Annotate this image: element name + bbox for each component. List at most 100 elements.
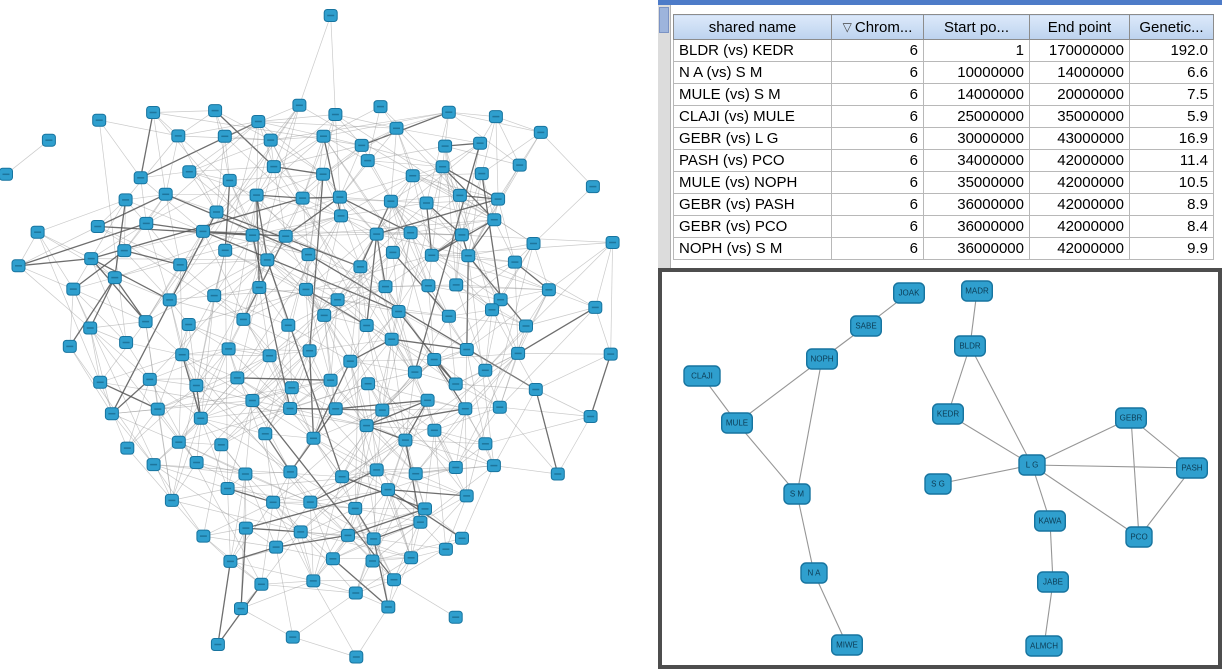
column-header-shared-name[interactable]: shared name [673,14,832,40]
table-cell[interactable]: 30000000 [923,127,1030,150]
network-node-joak[interactable]: JOAK [892,282,925,304]
table-cell[interactable]: 42000000 [1029,215,1130,238]
table-cell[interactable]: 192.0 [1129,39,1214,62]
table-cell[interactable]: 5.9 [1129,105,1214,128]
network-node-miwe[interactable]: MIWE [830,634,863,656]
network-edge[interactable] [1031,464,1140,538]
table-cell[interactable]: 10.5 [1129,171,1214,194]
column-header-genetic[interactable]: Genetic... [1129,14,1214,40]
table-cell[interactable]: 43000000 [1029,127,1130,150]
table-cell[interactable]: 36000000 [923,193,1030,216]
table-row[interactable]: GEBR (vs) L G 6 30000000 43000000 16.9 [673,127,1214,150]
table-cell[interactable]: 6 [831,215,924,238]
table-cell[interactable]: 6 [831,237,924,260]
table-cell[interactable]: MULE (vs) S M [673,83,832,106]
table-cell[interactable]: MULE (vs) NOPH [673,171,832,194]
table-scrollbar-thumb[interactable] [659,7,669,33]
table-row[interactable]: GEBR (vs) PASH 6 36000000 42000000 8.9 [673,193,1214,216]
table-cell[interactable]: 42000000 [1029,149,1130,172]
subnetwork-panel[interactable]: JOAK MADR SABE BLDR NOPH CLAJI MULE KEDR GEBR L G… [658,268,1222,669]
network-node-s-g[interactable]: S G [924,473,952,495]
network-node-claji[interactable]: CLAJI [683,365,721,387]
table-cell[interactable]: 9.9 [1129,237,1214,260]
table-cell[interactable]: 36000000 [923,215,1030,238]
table-cell[interactable]: 42000000 [1029,237,1130,260]
network-edge[interactable] [947,345,971,415]
network-edge[interactable] [1031,464,1193,469]
table-cell[interactable]: 16.9 [1129,127,1214,150]
table-cell[interactable]: 36000000 [923,237,1030,260]
network-edge[interactable] [1130,417,1140,538]
table-cell[interactable]: CLAJI (vs) MULE [673,105,832,128]
table-cell[interactable]: 7.5 [1129,83,1214,106]
table-cell[interactable]: 25000000 [923,105,1030,128]
table-cell[interactable]: GEBR (vs) PCO [673,215,832,238]
network-node-s-m[interactable]: S M [783,483,811,505]
table-cell[interactable]: 6 [831,83,924,106]
table-cell[interactable]: 35000000 [923,171,1030,194]
table-cell[interactable]: 6 [831,61,924,84]
network-node-sabe[interactable]: SABE [849,315,882,337]
table-row[interactable]: BLDR (vs) KEDR 6 1 170000000 192.0 [673,39,1214,62]
table-cell[interactable]: 6 [831,149,924,172]
network-edge[interactable] [813,572,848,646]
table-cell[interactable]: GEBR (vs) L G [673,127,832,150]
network-edge[interactable] [736,422,798,495]
column-header-end-point[interactable]: End point [1029,14,1130,40]
table-cell[interactable]: 6 [831,39,924,62]
network-node-bldr[interactable]: BLDR [954,335,987,357]
network-node-almch[interactable]: ALMCH [1025,635,1063,657]
main-network-canvas[interactable] [0,0,656,669]
table-cell[interactable]: 170000000 [1029,39,1130,62]
network-edge[interactable] [969,345,1033,466]
network-node-jabe[interactable]: JABE [1037,571,1070,593]
subnetwork-canvas[interactable]: JOAK MADR SABE BLDR NOPH CLAJI MULE KEDR GEBR L G… [662,272,1218,665]
table-cell[interactable]: 42000000 [1029,171,1130,194]
network-node-madr[interactable]: MADR [961,280,994,302]
table-cell[interactable]: 6 [831,105,924,128]
table-row[interactable]: MULE (vs) S M 6 14000000 20000000 7.5 [673,83,1214,106]
network-node-pash[interactable]: PASH [1176,457,1209,479]
table-cell[interactable]: 42000000 [1029,193,1130,216]
table-cell[interactable]: NOPH (vs) S M [673,237,832,260]
table-scrollbar[interactable] [658,5,671,268]
network-node-pco[interactable]: PCO [1125,526,1153,548]
table-cell[interactable]: 6 [831,193,924,216]
filter-icon[interactable]: ▽ [842,19,852,34]
network-node-kedr[interactable]: KEDR [932,403,965,425]
table-row[interactable]: MULE (vs) NOPH 6 35000000 42000000 10.5 [673,171,1214,194]
table-cell[interactable]: 35000000 [1029,105,1130,128]
network-node-gebr[interactable]: GEBR [1115,407,1148,429]
table-row[interactable]: N A (vs) S M 6 10000000 14000000 6.6 [673,61,1214,84]
table-row[interactable]: CLAJI (vs) MULE 6 25000000 35000000 5.9 [673,105,1214,128]
network-node-mule[interactable]: MULE [721,412,754,434]
table-row[interactable]: GEBR (vs) PCO 6 36000000 42000000 8.4 [673,215,1214,238]
table-cell[interactable]: 6.6 [1129,61,1214,84]
column-header-start-position[interactable]: Start po... [923,14,1030,40]
table-cell[interactable]: BLDR (vs) KEDR [673,39,832,62]
table-cell[interactable]: 34000000 [923,149,1030,172]
network-edge[interactable] [937,464,1033,485]
table-cell[interactable]: 8.9 [1129,193,1214,216]
table-row[interactable]: PASH (vs) PCO 6 34000000 42000000 11.4 [673,149,1214,172]
table-cell[interactable]: 10000000 [923,61,1030,84]
network-edge[interactable] [1031,417,1132,466]
table-cell[interactable]: PASH (vs) PCO [673,149,832,172]
network-node-noph[interactable]: NOPH [805,348,838,370]
network-node-kawa[interactable]: KAWA [1034,510,1067,532]
table-cell[interactable]: 14000000 [923,83,1030,106]
table-cell[interactable]: 20000000 [1029,83,1130,106]
table-cell[interactable]: GEBR (vs) PASH [673,193,832,216]
column-header-chromosome[interactable]: ▽ Chrom... [831,14,924,40]
table-cell[interactable]: 14000000 [1029,61,1130,84]
table-cell[interactable]: 6 [831,171,924,194]
table-cell[interactable]: 1 [923,39,1030,62]
network-node-n-a[interactable]: N A [800,562,828,584]
network-edge[interactable] [796,493,815,574]
table-cell[interactable]: 6 [831,127,924,150]
network-edge[interactable] [736,358,823,424]
table-cell[interactable]: 8.4 [1129,215,1214,238]
table-cell[interactable]: 11.4 [1129,149,1214,172]
network-edge[interactable] [796,358,823,495]
table-row[interactable]: NOPH (vs) S M 6 36000000 42000000 9.9 [673,237,1214,260]
